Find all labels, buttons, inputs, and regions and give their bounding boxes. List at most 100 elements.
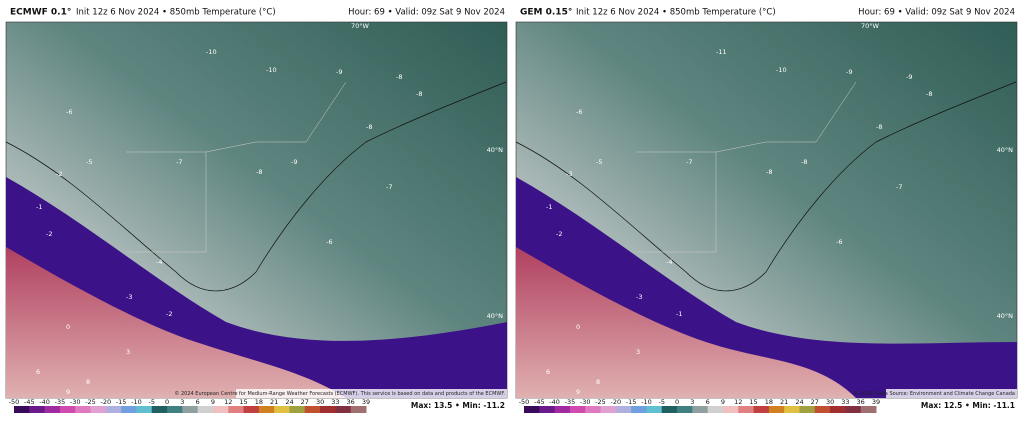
contour-label: -8 (416, 90, 422, 98)
coastline (515, 81, 1017, 292)
colorbar-segment (784, 406, 800, 413)
contour-label: -8 (876, 123, 882, 131)
colorbar-segment (75, 406, 92, 413)
contour-label: 6 (546, 368, 550, 376)
colorbar-tick-label: -20 (611, 398, 622, 406)
colorbar-segment (289, 406, 306, 413)
colorbar-segment (600, 406, 617, 413)
lat-label: 40°N (487, 312, 504, 320)
colorbar-tick-label: 18 (765, 398, 773, 406)
contour-label: -2 (556, 230, 562, 238)
colorbar-tick-label: 6 (196, 398, 200, 406)
contour-label: -10 (206, 48, 217, 56)
colorbar-tick-label: 15 (239, 398, 247, 406)
colorbar-segment (228, 406, 245, 413)
colorbar-tick-label: -35 (55, 398, 66, 406)
colorbar-tick-label: -5 (148, 398, 154, 406)
lat-label: 40°N (487, 146, 504, 154)
contour-label: 8 (596, 378, 600, 386)
contour-label: -2 (56, 170, 62, 178)
colorbar-segment (14, 406, 30, 413)
colorbar-tick-label: 0 (165, 398, 169, 406)
contour-label: -10 (266, 66, 277, 74)
model-name: GEM 0.15° (520, 8, 572, 18)
colorbar-segment (167, 406, 183, 413)
colorbar-tick-label: 9 (721, 398, 725, 406)
colorbar-segment (274, 406, 290, 413)
colorbar-segment (197, 406, 214, 413)
colorbar-segment (105, 406, 122, 413)
contour-label: -8 (766, 168, 772, 176)
warm-core (516, 247, 856, 398)
colorbar-tick-label: -50 (519, 398, 530, 406)
warm-core (6, 247, 346, 398)
lon-label: 70°W (861, 22, 880, 30)
colorbar-segment (768, 406, 785, 413)
contour-label: 6 (36, 368, 40, 376)
contour-label: 9 (576, 388, 580, 396)
credit: © 2024 European Centre for Medium-Range … (174, 390, 505, 397)
colorbar-tick-label: 6 (706, 398, 710, 406)
colorbar-tick-label: -15 (626, 398, 637, 406)
colorbar-segment (860, 406, 877, 413)
colorbar-segment (814, 406, 831, 413)
contour-label: -6 (66, 108, 72, 116)
colorbar-segment (585, 406, 602, 413)
contour-label: -9 (291, 158, 297, 166)
colorbar-segment (258, 406, 275, 413)
colorbar-tick-label: -10 (131, 398, 142, 406)
colorbar-segment (753, 406, 770, 413)
contour-label: 9 (66, 388, 70, 396)
colorbar-tick-label: -40 (549, 398, 560, 406)
colorbar-tick-label: 33 (841, 398, 849, 406)
contour-label: -11 (716, 48, 727, 56)
colorbar-tick-label: 12 (734, 398, 742, 406)
contour-label: -8 (926, 90, 932, 98)
colorbar-tick-label: 0 (675, 398, 679, 406)
colorbar-tick-label: 3 (690, 398, 694, 406)
map: -11-10 -9-9-8-6-5-3-1-2-7-8-8-8-7-6-4-3-1… (515, 21, 1018, 399)
contour-label: -2 (166, 310, 172, 318)
init-info: Init 12z 6 Nov 2024 • 850mb Temperature … (76, 8, 276, 18)
colorbar-segment (151, 406, 168, 413)
colorbar-segment (738, 406, 755, 413)
contour-label: -3 (566, 170, 572, 178)
colorbar-tick-label: 24 (795, 398, 803, 406)
max-min: Max: 13.5 • Min: -11.2 (411, 401, 505, 410)
contour-label: -9 (336, 68, 342, 76)
colorbar-segment (243, 406, 260, 413)
colorbar-segment (90, 406, 107, 413)
colorbar-segment (320, 406, 336, 413)
colorbar-segment (335, 406, 352, 413)
colorbar-segment (707, 406, 724, 413)
model-name: ECMWF 0.1° (10, 8, 71, 18)
contour-label: -9 (906, 73, 912, 81)
contour-label: -3 (126, 293, 132, 301)
contour-label: -6 (836, 238, 842, 246)
colorbar-segment (554, 406, 571, 413)
colorbar-segment (524, 406, 540, 413)
colorbar-segment (121, 406, 137, 413)
colorbar-tick-label: 12 (224, 398, 232, 406)
contour-label: -3 (636, 293, 642, 301)
credit-bg (886, 389, 1017, 398)
colorbar-tick-label: 18 (255, 398, 263, 406)
panel: GEM 0.15° Init 12z 6 Nov 2024 • 850mb Tem… (515, 8, 1018, 413)
colorbar-tick-label: -5 (658, 398, 664, 406)
colorbar-segment (304, 406, 321, 413)
colorbar-segment (799, 406, 816, 413)
colorbar-tick-label: -25 (85, 398, 96, 406)
credit: © 2024. Data Source: Environment and Cli… (853, 390, 1015, 397)
colorbar-segment (615, 406, 632, 413)
contour-label: -7 (896, 183, 902, 191)
contour-label: -7 (386, 183, 392, 191)
colorbar-tick-label: 39 (872, 398, 880, 406)
contour-label: 0 (66, 323, 70, 331)
lat-label: 40°N (997, 146, 1014, 154)
coastline (5, 81, 507, 292)
contour-label: -10 (776, 66, 787, 74)
colorbar-tick-label: 24 (285, 398, 293, 406)
colorbar-segment (722, 406, 739, 413)
